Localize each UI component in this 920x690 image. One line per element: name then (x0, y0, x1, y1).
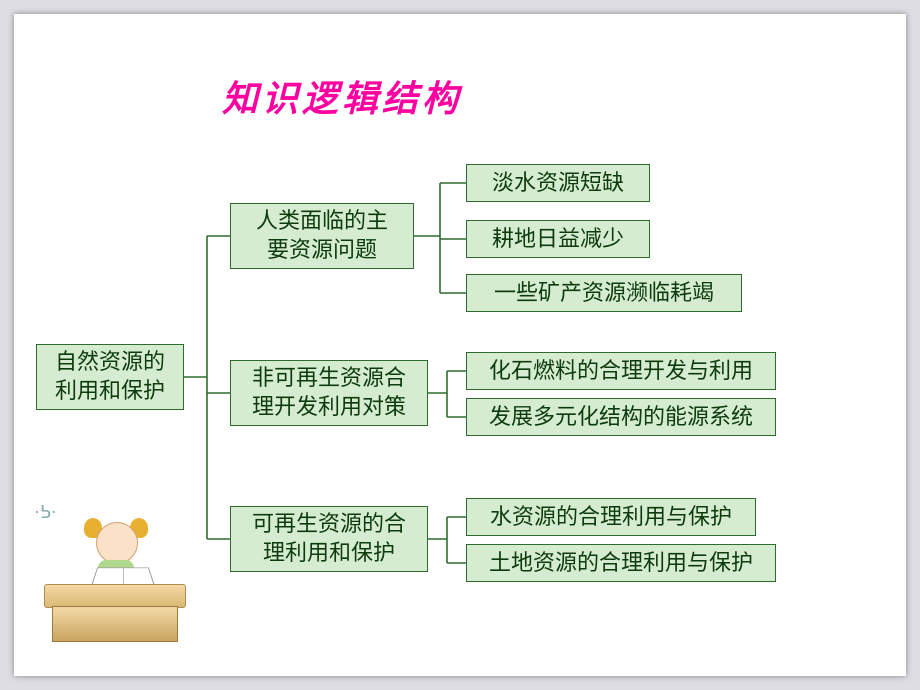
decor-desk (52, 606, 178, 642)
tree-node-l31: 水资源的合理利用与保护 (466, 498, 756, 536)
tree-node-b2: 非可再生资源合理开发利用对策 (230, 360, 428, 426)
decor-head (96, 522, 138, 564)
tree-node-l13: 一些矿产资源濒临耗竭 (466, 274, 742, 312)
slide-canvas: 知识逻辑结构 自然资源的利用和保护 人类面临的主要资源问题非可再生资源合理开发利用… (14, 14, 906, 676)
decor-desk (44, 584, 186, 608)
tree-node-b1: 人类面临的主要资源问题 (230, 203, 414, 269)
decor-character: ·ᕊ· (24, 474, 204, 654)
tree-node-l11: 淡水资源短缺 (466, 164, 650, 202)
tree-node-l12: 耕地日益减少 (466, 220, 650, 258)
tree-node-root: 自然资源的利用和保护 (36, 344, 184, 410)
slide-title: 知识逻辑结构 (222, 70, 462, 122)
butterfly-icon: ·ᕊ· (34, 502, 57, 523)
tree-node-b3: 可再生资源的合理利用和保护 (230, 506, 428, 572)
tree-node-l32: 土地资源的合理利用与保护 (466, 544, 776, 582)
tree-node-l21: 化石燃料的合理开发与利用 (466, 352, 776, 390)
tree-node-l22: 发展多元化结构的能源系统 (466, 398, 776, 436)
